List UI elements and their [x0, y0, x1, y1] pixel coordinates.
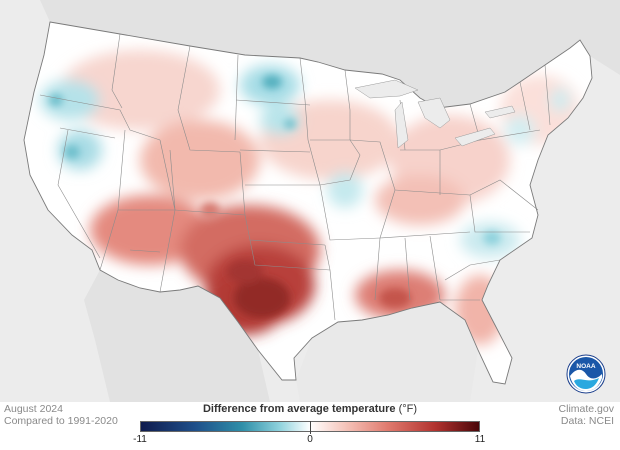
state-boundaries [39, 33, 551, 321]
period-label: August 2024 [4, 403, 63, 415]
great-lakes [354, 79, 516, 149]
legend-units: (°F) [398, 403, 418, 415]
noaa-logo-icon: NOAA [566, 354, 606, 394]
legend-min-label: -11 [133, 434, 147, 445]
canada-landmass [0, 0, 620, 108]
baseline-label: Compared to 1991-2020 [4, 415, 118, 427]
temperature-anomaly-map [0, 0, 620, 402]
legend-title-text: Difference from average temperature [202, 403, 396, 415]
legend-mid-label: 0 [307, 434, 313, 445]
gulf-of-mexico [296, 302, 478, 402]
credit-data: Data: NCEI [560, 415, 614, 427]
legend-max-label: 11 [474, 434, 486, 445]
legend-zero-tick-mark [310, 421, 311, 434]
noaa-logo-text: NOAA [576, 363, 595, 370]
legend-title: Difference from average temperature (°F) [140, 403, 480, 415]
map-svg [0, 0, 620, 402]
credit-source: Climate.gov [558, 403, 614, 415]
noaa-logo-svg: NOAA [566, 354, 606, 394]
